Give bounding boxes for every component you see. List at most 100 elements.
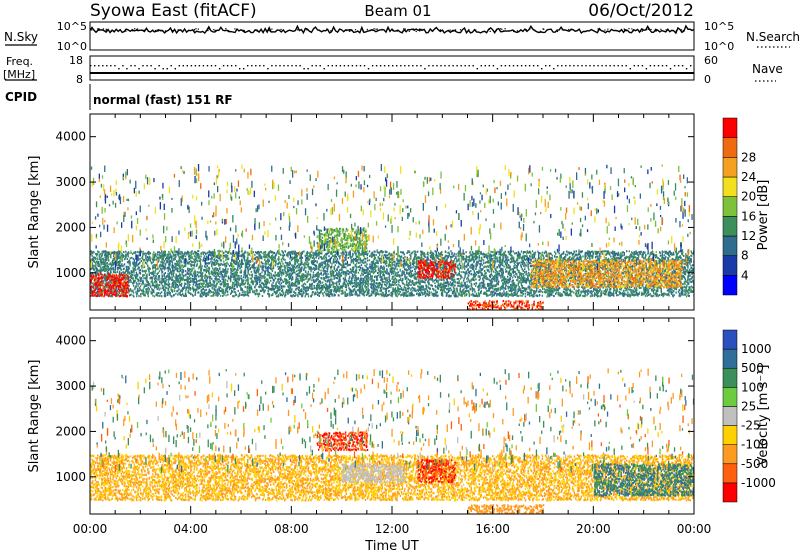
heatmap-cell	[438, 258, 439, 260]
noise-dot	[242, 30, 243, 31]
heatmap-cell	[110, 263, 111, 265]
noise-dot	[475, 29, 476, 30]
heatmap-cell	[318, 257, 319, 259]
nave-dot	[130, 65, 131, 66]
nave-dot	[110, 65, 111, 66]
heatmap-cell	[500, 259, 501, 261]
heatmap-cell	[356, 263, 357, 265]
heatmap-cell	[208, 294, 209, 296]
noise-dot	[144, 30, 145, 31]
noise-dot	[599, 29, 600, 30]
heatmap-cell	[407, 269, 408, 271]
heatmap-cell	[153, 261, 154, 263]
heatmap-cell	[130, 257, 131, 259]
heatmap-cell	[626, 250, 627, 252]
heatmap-cell	[187, 251, 188, 253]
heatmap-cell	[205, 284, 206, 286]
heatmap-cell	[201, 265, 202, 267]
heatmap-cell	[512, 277, 513, 279]
noise-dot	[362, 30, 363, 31]
heatmap-cell	[227, 294, 228, 296]
heatmap-cell	[159, 270, 160, 272]
heatmap-cell	[617, 257, 618, 259]
heatmap-cell	[342, 290, 343, 292]
heatmap-cell	[150, 268, 151, 270]
heatmap-cell	[438, 253, 439, 255]
noise-dot	[414, 30, 415, 31]
heatmap-cell	[338, 286, 339, 288]
freq-panel: Freq. [MHz] 18 8 60 0 Nave	[3, 54, 783, 86]
nave-dot	[251, 65, 252, 66]
nave-dot	[360, 65, 361, 66]
heatmap-cell	[439, 279, 440, 281]
heatmap-cell	[546, 289, 547, 291]
heatmap-cell	[204, 252, 205, 254]
heatmap-cell	[137, 251, 138, 253]
noise-right-tick-bottom: 10^0	[704, 40, 734, 53]
nave-dot	[243, 68, 244, 69]
heatmap-cell	[505, 258, 506, 260]
heatmap-cell	[430, 256, 431, 258]
noise-dot	[120, 29, 121, 30]
heatmap-cell	[263, 252, 264, 254]
nave-dot	[146, 65, 147, 66]
heatmap-cell	[566, 251, 567, 253]
heatmap-cell	[225, 294, 226, 296]
heatmap-cell	[285, 291, 286, 293]
nave-dot	[138, 68, 139, 69]
nave-dot	[517, 65, 518, 66]
heatmap-cell	[247, 278, 248, 280]
nave-dot	[609, 65, 610, 66]
heatmap-cell	[396, 280, 397, 282]
heatmap-cell	[272, 282, 273, 284]
nave-dot	[372, 65, 373, 66]
heatmap-cell	[121, 269, 122, 271]
noise-dot	[517, 30, 518, 31]
heatmap-cell	[441, 269, 442, 271]
heatmap-cell	[497, 251, 498, 253]
nave-dot	[642, 65, 643, 66]
nave-dot	[134, 65, 135, 66]
noise-dot	[397, 31, 398, 32]
heatmap-cell	[205, 286, 206, 288]
noise-dot	[501, 29, 502, 30]
heatmap-cell	[187, 273, 188, 275]
heatmap-cell	[352, 253, 353, 255]
heatmap-cell	[165, 264, 166, 266]
heatmap-cell	[653, 290, 654, 292]
heatmap-cell	[388, 290, 389, 292]
nave-dot	[211, 65, 212, 66]
nave-dot	[255, 65, 256, 66]
heatmap-cell	[251, 271, 252, 273]
nave-dot	[493, 65, 494, 66]
heatmap-cell	[325, 265, 326, 267]
noise-dot	[266, 30, 267, 31]
nave-dot	[400, 65, 401, 66]
nave-dot	[126, 68, 127, 69]
heatmap-cell	[408, 290, 409, 292]
noise-dot	[508, 31, 509, 32]
heatmap-cell	[245, 291, 246, 293]
heatmap-cell	[258, 295, 259, 297]
heatmap-cell	[142, 280, 143, 282]
heatmap-cell	[648, 294, 649, 296]
heatmap-cell	[408, 278, 409, 280]
cpid-mode-text: normal (fast) 151 RF	[93, 93, 233, 107]
heatmap-cell	[574, 288, 575, 290]
heatmap-cell	[140, 285, 141, 287]
heatmap-cell	[402, 292, 403, 294]
heatmap-cell	[129, 276, 130, 278]
heatmap-cell	[493, 271, 494, 273]
heatmap-cell	[363, 273, 364, 275]
nave-dot	[106, 65, 107, 66]
noise-dot	[503, 30, 504, 31]
noise-dot	[152, 30, 153, 31]
nave-dot	[299, 65, 300, 66]
heatmap-cell	[494, 285, 495, 287]
noise-dot	[387, 28, 388, 29]
heatmap-cell	[389, 294, 390, 296]
noise-dot	[374, 28, 375, 29]
heatmap-cell	[460, 295, 461, 297]
noise-dot	[155, 30, 156, 31]
heatmap-cell	[156, 281, 157, 283]
